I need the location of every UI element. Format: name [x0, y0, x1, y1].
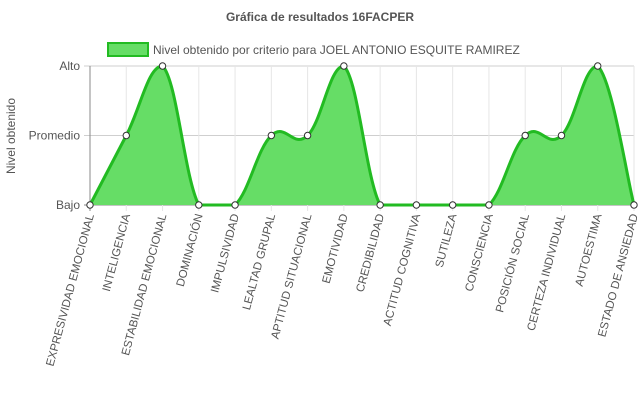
data-point[interactable] — [557, 131, 566, 140]
data-point[interactable] — [594, 62, 602, 70]
x-tick-label: INTELIGENCIA — [101, 212, 133, 293]
data-area — [88, 64, 636, 207]
x-tick-label: LEALTAD GRUPAL — [241, 212, 278, 311]
legend[interactable]: Nivel obtenido por criterio para JOEL AN… — [107, 42, 520, 57]
data-point[interactable] — [122, 131, 130, 140]
data-point[interactable] — [340, 62, 348, 70]
y-tick-label: Alto — [59, 59, 80, 73]
y-axis-ticks: Bajo Promedio Alto — [29, 59, 81, 212]
data-point[interactable] — [448, 201, 457, 209]
x-tick-label: ESTADO DE ANSIEDAD — [596, 213, 639, 339]
x-tick-label: CERTEZA INDIVIDUAL — [526, 212, 569, 332]
series-line — [88, 64, 636, 207]
y-axis-label: Nivel obtenido — [4, 98, 18, 174]
data-point[interactable] — [521, 131, 529, 140]
x-tick-label: POSICIÓN SOCIAL — [493, 212, 532, 314]
data-point[interactable] — [376, 201, 384, 209]
data-point[interactable] — [158, 62, 167, 70]
x-tick-label: DOMINACIÓN — [174, 212, 206, 288]
data-point[interactable] — [630, 201, 638, 209]
data-point[interactable] — [195, 201, 203, 209]
data-point[interactable] — [231, 201, 239, 209]
x-tick-label: APTITUD SITUACIONAL — [269, 212, 314, 340]
data-point[interactable] — [412, 201, 421, 209]
x-tick-label: CONSCIENCIA — [464, 212, 496, 293]
x-axis-ticks: EXPRESIVIDAD EMOCIONAL INTELIGENCIAESTABI… — [45, 212, 639, 368]
x-tick-label: AUTOESTIMA — [574, 212, 605, 287]
x-tick-label: EMOTIVIDAD — [321, 213, 351, 285]
y-tick-label: Bajo — [56, 198, 80, 212]
x-tick-label: SUTILEZA — [434, 212, 460, 269]
legend-label[interactable]: Nivel obtenido por criterio para JOEL AN… — [153, 43, 520, 57]
x-tick-label: IMPULSIVIDAD — [209, 213, 242, 295]
data-point[interactable] — [267, 131, 276, 140]
data-points — [86, 62, 638, 209]
x-tick-label: CREDIBILIDAD — [355, 213, 387, 294]
data-point[interactable] — [485, 201, 493, 209]
legend-swatch[interactable] — [107, 42, 149, 57]
y-tick-label: Promedio — [29, 129, 81, 143]
chart-title: Gráfica de resultados 16FACPER — [226, 10, 414, 24]
x-tick-label: ACTITUD COGNITIVA — [382, 212, 424, 327]
x-tick-label: EXPRESIVIDAD EMOCIONAL — [45, 212, 97, 368]
data-point[interactable] — [303, 131, 312, 140]
data-point[interactable] — [86, 201, 94, 209]
